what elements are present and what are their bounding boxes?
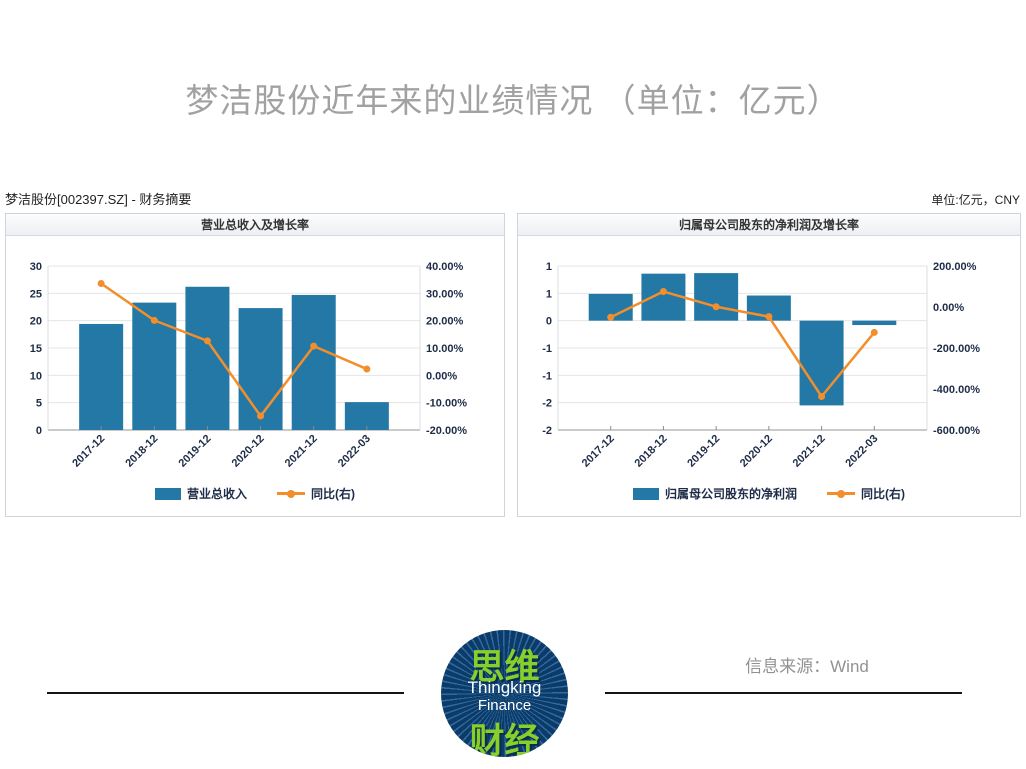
line-dot-icon	[837, 489, 845, 498]
net-profit-chart: 1 1 0 -1 -1 -2 -2 200.00% 0.00% -200.00% -400.00% -…	[518, 237, 1020, 516]
svg-text:200.00%: 200.00%	[933, 261, 977, 273]
logo-text-zh-top: 思维	[469, 648, 540, 687]
logo-text-zh-bottom: 财经	[469, 722, 540, 757]
line-marker-icon	[277, 489, 305, 498]
svg-text:0.00%: 0.00%	[426, 370, 457, 382]
svg-text:30.00%: 30.00%	[426, 288, 464, 300]
svg-text:2018-12: 2018-12	[633, 433, 670, 470]
svg-text:0: 0	[36, 425, 42, 437]
svg-text:-600.00%: -600.00%	[933, 425, 980, 437]
svg-text:-1: -1	[542, 370, 552, 382]
svg-text:2021-12: 2021-12	[791, 433, 828, 470]
svg-text:2020-12: 2020-12	[738, 433, 775, 470]
svg-text:10: 10	[30, 370, 42, 382]
svg-text:5: 5	[36, 398, 42, 410]
line-dot-icon	[287, 489, 295, 498]
footer-divider-right	[605, 692, 962, 694]
svg-text:-2: -2	[542, 398, 552, 410]
revenue-chart-panel: 营业总收入及增长率 30 25 20 15 10 5 0 40.00% 30.00% 20.00%…	[5, 213, 505, 517]
revenue-chart: 30 25 20 15 10 5 0 40.00% 30.00% 20.00% 10.00% 0.00…	[6, 237, 504, 516]
svg-text:2017-12: 2017-12	[580, 433, 617, 470]
legend-label: 同比(右)	[861, 487, 905, 501]
svg-text:40.00%: 40.00%	[426, 261, 464, 273]
doc-header-title: 梦洁股份[002397.SZ] - 财务摘要	[5, 192, 192, 207]
line-marker-icon	[827, 489, 855, 498]
legend-label: 营业总收入	[186, 487, 247, 501]
svg-text:1: 1	[546, 261, 552, 273]
svg-text:2017-12: 2017-12	[70, 433, 107, 470]
svg-text:0: 0	[546, 316, 552, 328]
logo-text-en1: Thingking	[467, 678, 542, 697]
legend-label: 同比(右)	[311, 487, 355, 501]
bar-swatch-icon	[632, 487, 659, 500]
logo-text-en2: Finance	[477, 697, 532, 714]
svg-text:15: 15	[30, 343, 42, 355]
legend-item-line: 同比(右)	[827, 485, 905, 502]
revenue-chart-legend: 营业总收入 同比(右)	[6, 485, 504, 502]
svg-text:10.00%: 10.00%	[426, 343, 464, 355]
legend-label: 归属母公司股东的净利润	[664, 487, 797, 501]
svg-text:-200.00%: -200.00%	[933, 343, 980, 355]
chart-svg: 30 25 20 15 10 5 0 40.00% 30.00% 20.00% 10.00% 0.00…	[30, 261, 467, 470]
svg-text:-2: -2	[542, 425, 552, 437]
svg-text:2021-12: 2021-12	[283, 433, 320, 470]
bar-swatch-icon	[154, 487, 181, 500]
svg-text:0.00%: 0.00%	[933, 302, 964, 314]
svg-text:2022-03: 2022-03	[336, 433, 373, 470]
chart-svg: 1 1 0 -1 -1 -2 -2 200.00% 0.00% -200.00% -400.00% -…	[542, 261, 980, 470]
page-title: 梦洁股份近年来的业绩情况 （单位：亿元）	[185, 84, 841, 120]
svg-text:2019-12: 2019-12	[177, 433, 214, 470]
legend-item-bar: 营业总收入	[154, 485, 247, 502]
svg-text:-400.00%: -400.00%	[933, 384, 980, 396]
footer-divider-left	[47, 692, 404, 694]
svg-text:25: 25	[30, 288, 42, 300]
legend-item-bar: 归属母公司股东的净利润	[632, 485, 797, 502]
thinking-finance-logo: 思维 Thingking Finance 财经	[441, 630, 568, 757]
revenue-chart-title: 营业总收入及增长率	[6, 214, 504, 236]
svg-text:1: 1	[546, 288, 552, 300]
net-profit-chart-title: 归属母公司股东的净利润及增长率	[518, 214, 1020, 236]
svg-text:2022-03: 2022-03	[843, 433, 880, 470]
svg-text:-1: -1	[542, 343, 552, 355]
svg-text:30: 30	[30, 261, 42, 273]
svg-text:20: 20	[30, 316, 42, 328]
data-source-note: 信息来源：Wind	[745, 657, 869, 676]
svg-text:-20.00%: -20.00%	[426, 425, 467, 437]
svg-text:2019-12: 2019-12	[685, 433, 722, 470]
svg-text:2020-12: 2020-12	[230, 433, 267, 470]
svg-text:-10.00%: -10.00%	[426, 398, 467, 410]
net-profit-chart-legend: 归属母公司股东的净利润 同比(右)	[518, 485, 1020, 502]
unit-note: 单位:亿元，CNY	[931, 193, 1020, 207]
net-profit-chart-panel: 归属母公司股东的净利润及增长率 1 1 0 -1 -1 -2 -2 200.00% 0.00% -…	[517, 213, 1021, 517]
svg-text:2018-12: 2018-12	[123, 433, 160, 470]
svg-text:20.00%: 20.00%	[426, 316, 464, 328]
legend-item-line: 同比(右)	[277, 485, 355, 502]
